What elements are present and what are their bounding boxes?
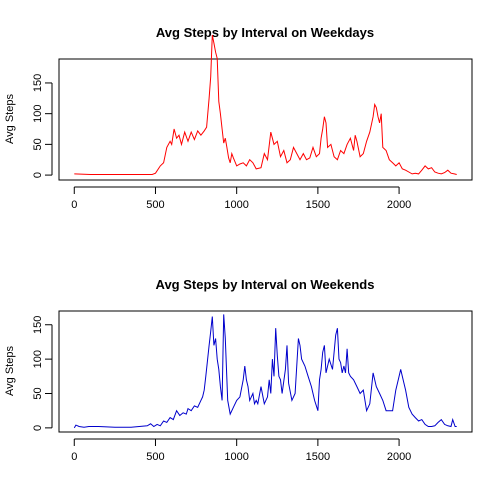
weekend-y-tick-label: 150: [32, 316, 44, 334]
weekend-x-tick-label: 0: [71, 451, 77, 463]
weekday-plot-frame: [58, 58, 473, 181]
weekday-series-line: [74, 34, 457, 175]
weekend-series-line: [73, 314, 457, 429]
weekend-x-axis: 0 500 1000 1500 2000: [71, 438, 411, 463]
weekday-chart-title: Avg Steps by Interval on Weekdays: [156, 25, 374, 40]
weekend-y-axis-label: Avg Steps: [4, 346, 16, 396]
weekend-y-tick-label: 100: [32, 350, 44, 368]
weekday-y-tick-label: 50: [32, 138, 44, 150]
weekday-panel: Avg Steps by Interval on Weekdays Avg St…: [4, 25, 473, 211]
weekend-x-tick-label: 500: [146, 451, 164, 463]
weekday-y-tick-label: 0: [32, 172, 44, 178]
weekday-x-tick-label: 1500: [306, 199, 330, 211]
weekend-x-tick-label: 2000: [387, 451, 411, 463]
weekday-y-axis: 0 50 100 150: [32, 74, 53, 178]
weekend-plot-frame: [58, 310, 473, 433]
weekend-y-tick-label: 0: [32, 425, 44, 431]
weekday-y-axis-label: Avg Steps: [4, 94, 16, 144]
weekday-x-tick-label: 1000: [224, 199, 248, 211]
weekday-y-tick-label: 150: [32, 74, 44, 92]
weekend-x-tick-label: 1000: [224, 451, 248, 463]
weekend-y-tick-label: 50: [32, 387, 44, 399]
weekend-y-axis: 0 50 100 150: [32, 316, 53, 431]
weekend-x-tick-label: 1500: [306, 451, 330, 463]
weekday-x-tick-label: 2000: [387, 199, 411, 211]
weekend-chart-title: Avg Steps by Interval on Weekends: [156, 277, 375, 292]
weekday-x-tick-label: 0: [71, 199, 77, 211]
weekday-x-tick-label: 500: [146, 199, 164, 211]
weekday-x-axis: 0 500 1000 1500 2000: [71, 186, 411, 211]
weekend-panel: Avg Steps by Interval on Weekends Avg St…: [4, 277, 473, 463]
weekday-y-tick-label: 100: [32, 104, 44, 122]
